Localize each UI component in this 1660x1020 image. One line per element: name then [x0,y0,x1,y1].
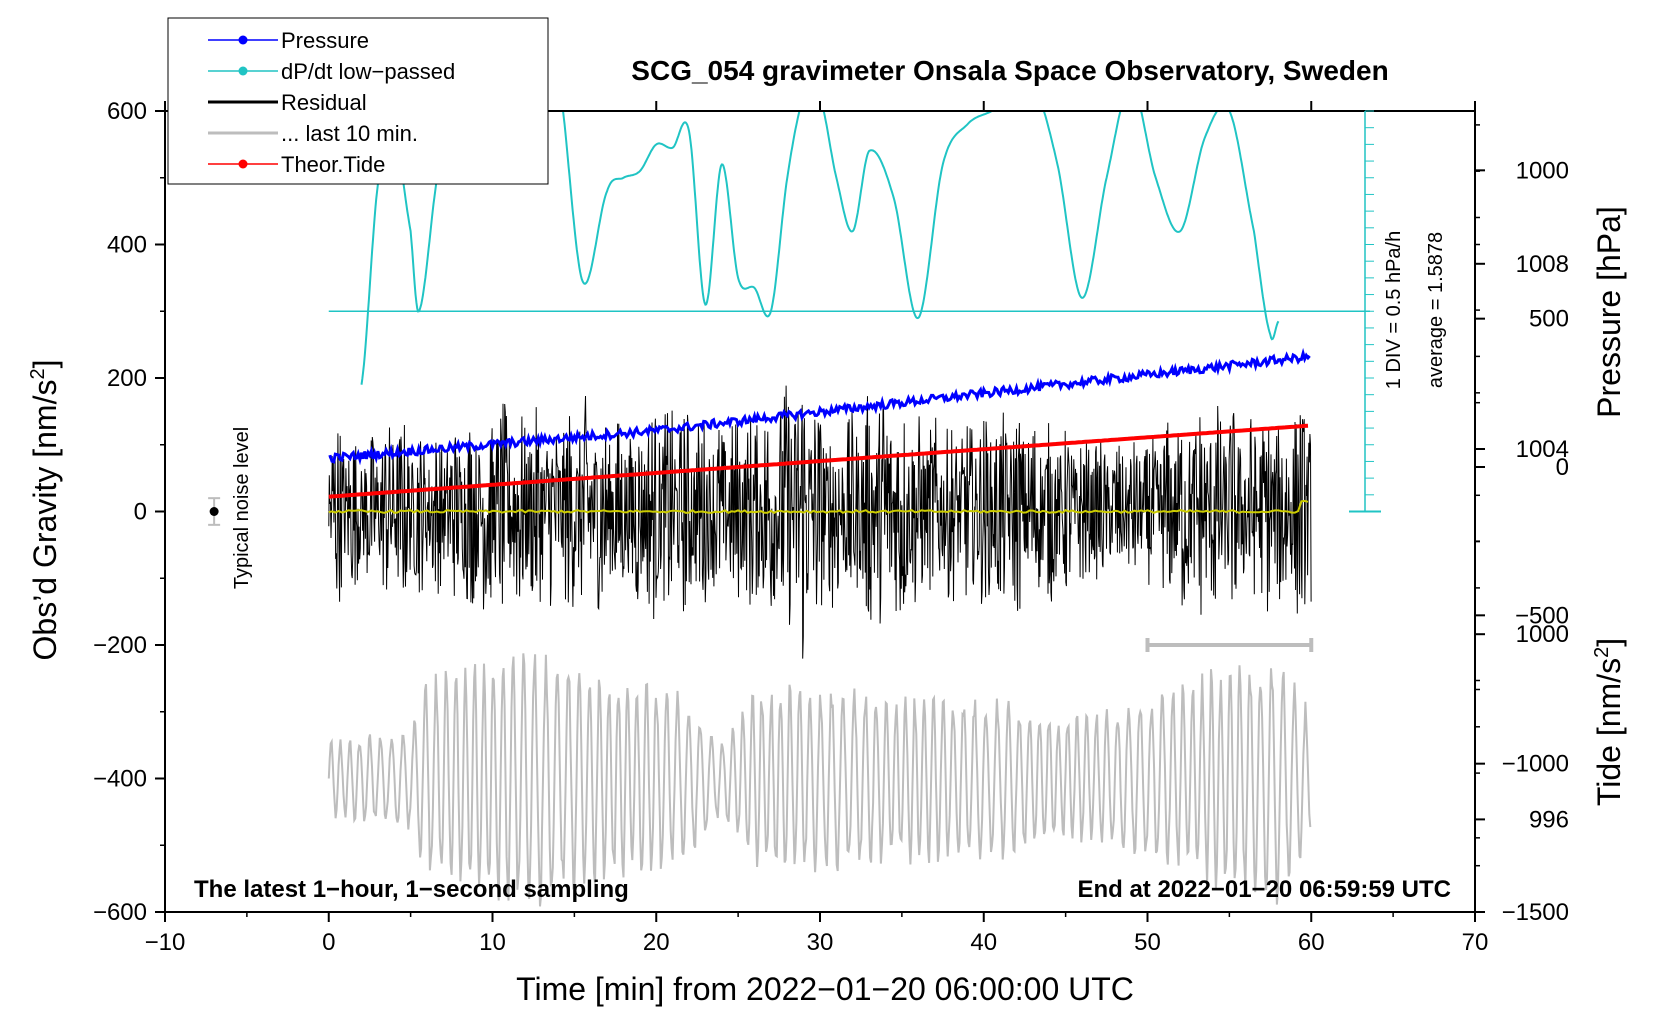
tide-tick-label: −1500 [1502,899,1569,926]
y-tick-label: 600 [107,98,147,125]
y-tick-label: 200 [107,365,147,392]
chart-title: SCG_054 gravimeter Onsala Space Observat… [631,55,1388,86]
axes-layer: −10 0 10 20 30 40 50 60 70 600 400 200 0 −200 −400 −600… [93,98,1569,956]
tide-tick-label: −500 [1515,602,1569,629]
x-tick-label: 10 [479,929,506,956]
annotation-layer [208,110,1381,652]
y-axis-title-tide-main: Tide [nm/s [1591,658,1627,806]
x-tick-label: 50 [1134,929,1161,956]
x-tick-label: 40 [970,929,997,956]
clipped-series [327,111,1312,907]
series-pressure [328,347,1311,466]
legend-label: Pressure [281,28,369,53]
noise-marker [209,507,219,516]
pressure-tick-label: 1004 [1516,436,1569,463]
y-axis-title-gravity-end: ] [27,360,63,369]
legend-label: Theor.Tide [281,152,385,177]
tide-tick-label: −1000 [1502,751,1569,778]
average-label: average = 1.5878 [1425,232,1447,388]
y-axis-title-gravity-main: Obs’d Gravity [nm/s [27,380,63,661]
series-layer [327,111,1370,907]
pressure-tick-label: 1008 [1516,251,1569,278]
noise-label: Typical noise level [231,427,253,589]
div-label: 1 DIV = 0.5 hPa/h [1383,231,1405,389]
y-axis-title-pressure: Pressure [hPa] [1591,206,1627,418]
legend: Pressure dP/dt low−passed Residual ... last… [167,17,549,185]
pressure-tick-label: 1000 [1516,621,1569,648]
x-tick-label: 0 [322,929,335,956]
x-tick-label: −10 [145,929,186,956]
bottom-right-note: End at 2022−01−20 06:59:59 UTC [1077,876,1451,903]
y-tick-label: −600 [93,899,147,926]
tide-tick-label: 500 [1529,306,1569,333]
series-mean [328,499,1309,514]
y-tick-label: −200 [93,632,147,659]
x-tick-label: 20 [643,929,670,956]
x-tick-label: 60 [1298,929,1325,956]
y-tick-label: 400 [107,232,147,259]
y-tick-label: 0 [134,499,147,526]
x-tick-label: 30 [807,929,834,956]
legend-marker [238,35,248,45]
y-axis-title-gravity: Obs’d Gravity [nm/s2] [27,360,63,661]
series-last-10-min [327,653,1312,907]
pressure-tick-label: 996 [1529,806,1569,833]
y-axis-title-gravity-sup: 2 [27,368,49,379]
y-axis-title-tide: Tide [nm/s2] [1591,638,1627,806]
legend-marker [238,66,248,76]
legend-label: dP/dt low−passed [281,59,455,84]
y-axis-title-tide-end: ] [1591,638,1627,647]
legend-marker [238,159,248,169]
x-axis-title: Time [min] from 2022−01−20 06:00:00 UTC [516,971,1134,1007]
legend-label: ... last 10 min. [281,121,418,146]
bottom-left-note: The latest 1−hour, 1−second sampling [194,876,629,903]
x-tick-label: 70 [1462,929,1489,956]
legend-label: Residual [281,90,367,115]
tide-tick-label: 0 [1556,454,1569,481]
series-theor-tide [328,423,1309,499]
y-axis-title-tide-sup: 2 [1591,647,1613,658]
y-tick-label: −400 [93,766,147,793]
tide-tick-label: 1000 [1516,157,1569,184]
